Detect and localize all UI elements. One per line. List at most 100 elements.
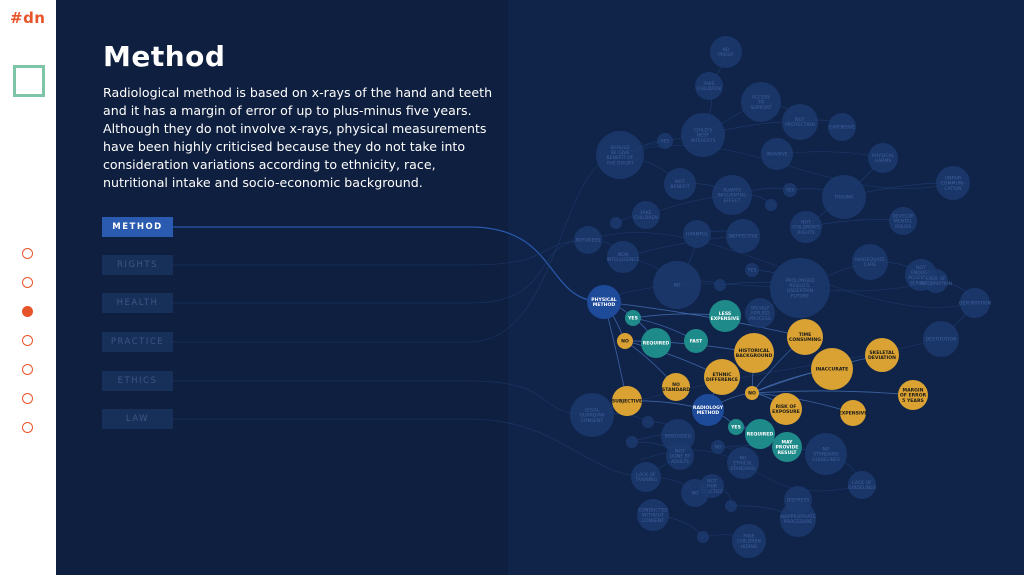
tab-ethics[interactable]: ETHICS [102,371,173,391]
node-yes-1[interactable]: YES [625,310,641,326]
dim-node[interactable]: YES [745,263,759,277]
node-label: REQUIRED [747,432,774,438]
node-required-2[interactable]: REQUIRED [745,419,775,449]
node-expensive[interactable]: EXPENSIVE [839,400,868,426]
node-circle [811,348,853,390]
node-label: DEPORTATION [959,301,991,307]
nav-dot-7[interactable] [22,422,33,433]
node-circle [936,166,970,200]
dim-node[interactable]: REFUGEES [574,226,602,254]
node-label: BENEFIT OF [607,155,634,161]
node-circle [745,419,775,449]
node-subjective[interactable]: SUBJECTIVE [612,386,642,416]
dim-node[interactable] [626,436,638,448]
nav-dot-5[interactable] [22,364,33,375]
dim-node[interactable]: DEPORTATION [959,288,991,318]
nav-dot-4[interactable] [22,335,33,346]
tab-rights[interactable]: RIGHTS [102,255,173,275]
dim-node[interactable] [642,416,654,428]
node-no-2[interactable]: NO [745,386,759,400]
node-label: RIGHTS [797,230,814,236]
node-label: METHOD [697,410,720,416]
tab-method[interactable]: METHOD [102,217,173,237]
nav-dot-3[interactable] [22,306,33,317]
tab-practice[interactable]: PRACTICE [102,332,173,352]
dim-node[interactable]: HARMFUL [683,220,711,248]
dim-node[interactable]: NO [653,261,701,309]
node-label: TRAINING [634,477,658,483]
dim-node[interactable] [765,199,777,211]
tab-health[interactable]: HEALTH [102,293,173,313]
node-circle [734,333,774,373]
dim-node[interactable] [725,500,737,512]
dim-node[interactable]: TRAUMA [822,175,866,219]
logo[interactable]: #dn [10,9,46,27]
dim-node[interactable]: NO [711,440,725,454]
node-label: BACKGROUND [736,353,773,359]
nav-dot-1[interactable] [22,248,33,259]
node-required-1[interactable]: REQUIRED [641,328,671,358]
dim-node[interactable]: YES [783,183,797,197]
node-inaccurate[interactable]: INACCURATE [811,348,853,390]
node-fast[interactable]: FAST [684,329,708,353]
dim-node[interactable]: YES [657,133,673,149]
dim-node[interactable]: INEFFECTIVE [726,219,760,253]
dim-node[interactable]: EXPENSIVE [828,113,856,141]
menu-square-icon[interactable] [13,65,45,97]
node-label: CHILD'S [694,127,712,133]
nav-dot-2[interactable] [22,277,33,288]
tab-law[interactable]: LAW [102,409,173,429]
dim-node[interactable] [697,531,709,543]
node-yes-2[interactable]: YES [728,419,744,435]
node-no-1[interactable]: NO [617,333,633,349]
node-circle [626,436,638,448]
dim-node[interactable] [714,279,726,291]
node-circle [782,104,818,140]
dim-node[interactable]: INVASIVE [761,138,793,170]
node-label: COMMUNI- [941,181,966,187]
dim-node[interactable]: NO [681,479,709,507]
dim-node[interactable] [610,217,622,229]
dim-node[interactable]: DESTITUTION [923,321,959,357]
node-label: PRACTICE [701,489,723,495]
nav-dot-6[interactable] [22,393,33,404]
